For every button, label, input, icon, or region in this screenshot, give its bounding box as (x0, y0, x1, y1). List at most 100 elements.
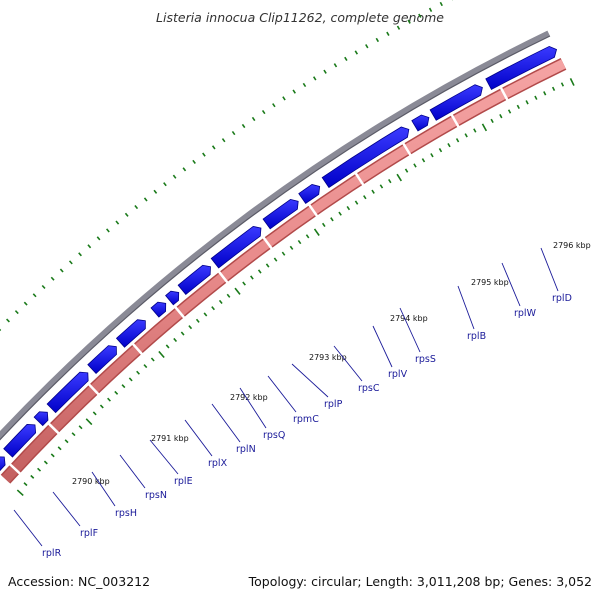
content-tick (6, 318, 10, 323)
gene-leader-line (13, 509, 43, 547)
scale-tick (226, 293, 231, 298)
content-tick (344, 56, 348, 61)
content-tick (68, 260, 73, 265)
scale-tick (507, 109, 512, 114)
scale-tick (188, 325, 193, 330)
scale-tick (464, 133, 468, 138)
forward-gene-arrow (3, 424, 37, 458)
gene-label-rpsQ[interactable]: rpsQ (263, 430, 285, 441)
scale-tick (438, 148, 443, 153)
gene-label-rplD[interactable]: rplD (552, 293, 572, 304)
gene-label-rplF[interactable]: rplF (80, 528, 98, 539)
gene-label-rpsH[interactable]: rpsH (115, 508, 137, 519)
kbp-label: 2794 kbp (390, 314, 428, 323)
gene-label-rplW[interactable]: rplW (514, 308, 537, 319)
scale-tick (195, 318, 200, 323)
gene-leader-line (52, 491, 81, 527)
content-tick (32, 293, 37, 298)
gene-label-rplR[interactable]: rplR (42, 548, 62, 559)
scale-tick (396, 173, 403, 182)
reverse-gene-gap (8, 462, 22, 476)
scale-tick (211, 306, 215, 311)
content-tick (182, 167, 187, 172)
content-tick (106, 228, 110, 233)
content-tick (333, 63, 338, 68)
reverse-gene-gap (499, 86, 510, 102)
content-tick (211, 145, 216, 150)
content-tick (41, 284, 46, 289)
content-tick (0, 328, 2, 332)
reverse-gene-gap (217, 270, 230, 285)
gene-leader-line (211, 403, 241, 443)
content-tick (261, 109, 266, 115)
forward-gene-arrow (115, 319, 146, 348)
content-tick (124, 212, 129, 217)
kbp-label: 2792 kbp (230, 393, 268, 402)
forward-gene-arrow (33, 411, 49, 427)
content-tick (96, 236, 101, 241)
gene-leader-line (239, 387, 267, 429)
scale-tick (150, 357, 155, 362)
reverse-gene-gap (47, 422, 61, 436)
scale-tick (85, 418, 93, 426)
content-tick (241, 123, 246, 129)
reverse-gene-gap (87, 382, 101, 397)
scale-tick (490, 118, 494, 124)
gene-label-rpmC[interactable]: rpmC (293, 414, 319, 425)
kbp-label: 2791 kbp (151, 434, 189, 443)
genome-title: Listeria innocua Clip11262, complete gen… (156, 10, 444, 25)
forward-gene-arrow (177, 264, 211, 295)
scale-tick (473, 128, 477, 133)
gene-label-rplP[interactable]: rplP (324, 399, 343, 410)
gene-leader-line (540, 247, 559, 292)
content-tick (221, 138, 226, 143)
scale-tick (50, 453, 55, 458)
scale-tick (430, 153, 434, 158)
content-tick (439, 1, 443, 7)
scale-tick (218, 299, 223, 305)
reverse-gene-gap (307, 203, 319, 218)
forward-gene-arrow (165, 290, 180, 306)
scale-tick (371, 189, 375, 194)
scale-tick (525, 100, 529, 105)
scale-tick (569, 77, 575, 86)
gene-label-rplV[interactable]: rplV (388, 369, 408, 380)
scale-tick (173, 337, 178, 343)
gene-leader-line (119, 454, 146, 489)
scale-tick (379, 184, 384, 189)
content-tick (292, 89, 296, 94)
scale-tick (363, 195, 367, 200)
kbp-label: 2796 kbp (553, 241, 591, 250)
genome-backbone (0, 30, 551, 441)
forward-gene-arrow (150, 301, 167, 318)
gene-leader-line (291, 363, 329, 398)
scale-tick (158, 350, 165, 358)
gene-label-rpsS[interactable]: rpsS (415, 354, 436, 365)
gene-label-rplB[interactable]: rplB (467, 331, 486, 342)
gene-label-rpsN[interactable]: rpsN (145, 490, 167, 501)
forward-gene-arrow (411, 114, 430, 132)
gene-label-rplX[interactable]: rplX (208, 458, 228, 469)
content-tick (163, 182, 167, 187)
reverse-gene-gap (354, 171, 365, 187)
content-tick (115, 220, 120, 225)
scale-tick (71, 432, 76, 437)
gene-label-rplN[interactable]: rplN (236, 444, 256, 455)
gene-label-rplE[interactable]: rplE (174, 476, 193, 487)
scale-tick (346, 206, 351, 211)
content-tick (407, 19, 411, 24)
gene-label-rpsC[interactable]: rpsC (358, 383, 380, 394)
forward-gene-arrow (0, 456, 6, 472)
backbone-line (0, 30, 551, 440)
reverse-band (1, 59, 566, 483)
accession-text: Accession: NC_003212 (8, 574, 150, 589)
content-tick (172, 174, 177, 179)
scale-tick (107, 397, 111, 402)
content-tick (251, 116, 256, 122)
inner-tick-track (16, 77, 575, 497)
reverse-gene-gap (261, 235, 274, 251)
scale-tick (404, 168, 409, 173)
reverse-gene-gap (450, 113, 461, 129)
scale-tick (257, 269, 262, 274)
scale-tick (234, 287, 241, 295)
